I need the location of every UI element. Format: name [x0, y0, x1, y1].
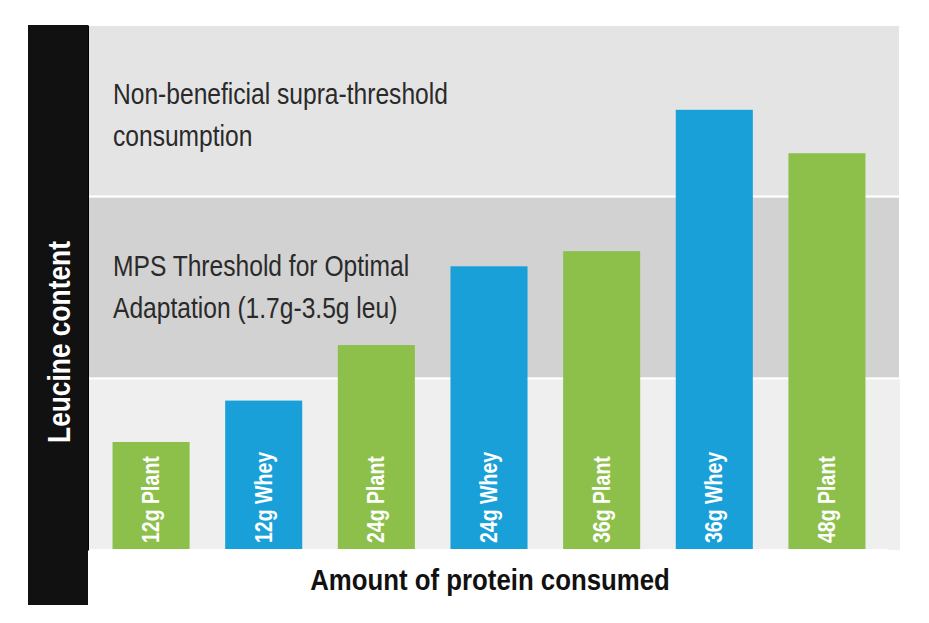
x-tick: 24g Plant [364, 456, 390, 543]
x-tick-label: 48g Plant [815, 456, 841, 543]
bar [225, 401, 302, 550]
x-tick-label: 12g Whey [251, 452, 277, 543]
bar [338, 345, 415, 550]
bar [113, 442, 190, 550]
x-tick-label: 36g Whey [702, 452, 728, 543]
x-tick-label: 36g Plant [589, 456, 615, 543]
plot-background [88, 25, 900, 550]
x-tick: 36g Plant [589, 456, 615, 543]
x-tick: 12g Plant [139, 456, 165, 543]
x-tick: 36g Whey [702, 452, 728, 543]
threshold-band [88, 25, 900, 197]
x-tick: 48g Plant [815, 456, 841, 543]
x-tick-label: 24g Plant [364, 456, 390, 543]
bar [676, 110, 753, 550]
band-label: Non-beneficial supra-thresholdconsumptio… [113, 77, 448, 153]
x-axis: 12g Plant 12g Whey 24g Plant 24g Whey 36g Pl… [91, 452, 889, 551]
chart-container: 12g Plant 12g Whey 24g Plant 24g Whey 36g Pl… [0, 0, 929, 623]
plot-area [88, 25, 900, 550]
x-axis-title: Amount of protein consumed [310, 563, 670, 596]
x-tick-label: 24g Whey [477, 452, 503, 543]
y-label-bar [28, 25, 88, 605]
y-axis-title: Leucine content [42, 241, 76, 443]
bar [563, 251, 640, 550]
x-tick-label: 12g Plant [139, 456, 165, 543]
x-tick: 12g Whey [251, 452, 277, 543]
y-axis [88, 26, 89, 551]
bar [450, 266, 527, 550]
band-label: MPS Threshold for OptimalAdaptation (1.7… [113, 248, 409, 324]
x-tick: 24g Whey [477, 452, 503, 543]
bar [788, 153, 865, 550]
chart-svg: 12g Plant 12g Whey 24g Plant 24g Whey 36g Pl… [0, 0, 929, 623]
y-axis-line [88, 26, 89, 551]
x-axis-line [91, 549, 889, 552]
